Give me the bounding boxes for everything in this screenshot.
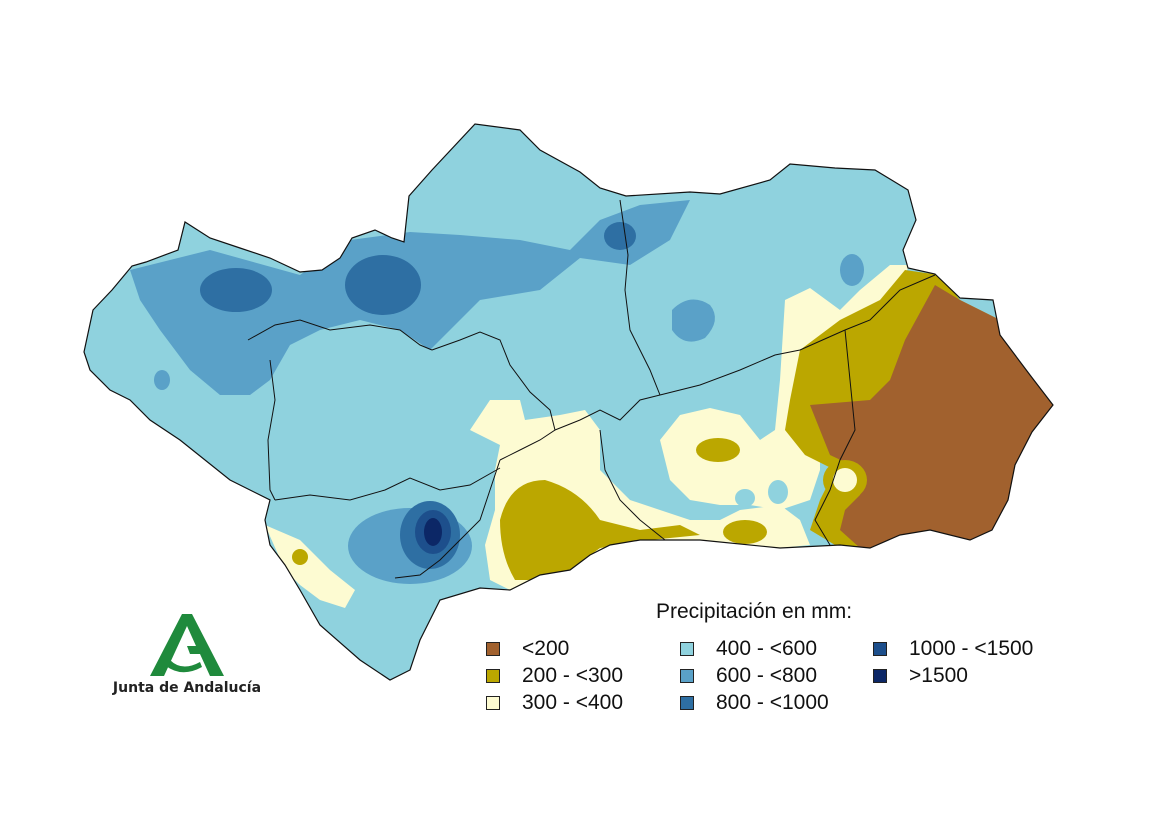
legend-item-200-300: 200 - <300 <box>486 664 623 688</box>
legend-item-over-1500: >1500 <box>873 664 968 688</box>
legend-item-600-800: 600 - <800 <box>680 664 817 688</box>
legend-label: 1000 - <1500 <box>909 637 1034 660</box>
legend-swatch <box>486 696 500 710</box>
border-malaga-granada <box>599 429 666 541</box>
border-granada-almeria <box>814 329 856 546</box>
border-sevilla-cordoba <box>431 331 556 461</box>
zone-under-200-almeria <box>810 285 1053 548</box>
zone-200-300-malaga <box>500 480 700 580</box>
legend-label: 600 - <800 <box>716 664 818 687</box>
legend-swatch <box>873 642 887 656</box>
border-cordoba-granada <box>554 394 661 431</box>
zone-200-300-cadiz <box>292 549 308 565</box>
legend-title: Precipitación en mm: <box>656 600 853 623</box>
legend-swatch <box>873 669 887 683</box>
zone-800-1000-aracena <box>200 268 272 312</box>
zone-400-600-islet-2 <box>768 480 788 504</box>
zone-600-800-segura <box>840 254 864 286</box>
border-cadiz-malaga <box>394 459 501 579</box>
zone-300-400-almeria-inner <box>833 468 857 492</box>
legend-label: 800 - <1000 <box>716 691 829 714</box>
province-borders <box>247 199 936 579</box>
legend-item-1000-1500: 1000 - <1500 <box>873 637 1033 661</box>
legend-item-300-400: 300 - <400 <box>486 691 623 715</box>
border-cordoba-jaen <box>619 199 661 396</box>
logo-text: Junta de Andalucía <box>112 680 262 696</box>
legend-label: 300 - <400 <box>522 691 624 714</box>
logo-a-icon <box>150 614 224 676</box>
legend-label: <200 <box>522 637 570 660</box>
legend-item-800-1000: 800 - <1000 <box>680 691 829 715</box>
zone-300-400-cadiz <box>265 525 355 608</box>
border-huelva-sevilla-north <box>247 319 433 351</box>
border-granada-almeria-north <box>844 274 936 331</box>
zone-800-1000-despenaperros <box>604 222 636 250</box>
zone-200-300-motril <box>723 520 767 544</box>
border-jaen-granada <box>659 329 846 396</box>
zone-600-800-small <box>154 370 170 390</box>
legend-swatch <box>486 642 500 656</box>
legend-item-400-600: 400 - <600 <box>680 637 817 661</box>
legend-item-under-200: <200 <box>486 637 569 661</box>
zone-400-600-islet <box>735 489 755 507</box>
border-sevilla-cadiz <box>274 467 501 501</box>
legend-label: 200 - <300 <box>522 664 624 687</box>
junta-de-andalucia-logo: Junta de Andalucía <box>112 612 262 702</box>
zone-800-1000-sierra-norte <box>345 255 421 315</box>
legend-label: >1500 <box>909 664 968 687</box>
zone-600-800-cazorla <box>672 299 715 342</box>
border-huelva-sevilla <box>267 359 276 501</box>
legend-swatch <box>486 669 500 683</box>
legend-swatch <box>680 696 694 710</box>
zone-200-300-guadix <box>696 438 740 462</box>
legend-swatch <box>680 669 694 683</box>
legend-label: 400 - <600 <box>716 637 818 660</box>
zone-over-1500-grazalema <box>424 518 442 546</box>
legend-swatch <box>680 642 694 656</box>
zone-200-300-gibraltar <box>443 601 457 615</box>
